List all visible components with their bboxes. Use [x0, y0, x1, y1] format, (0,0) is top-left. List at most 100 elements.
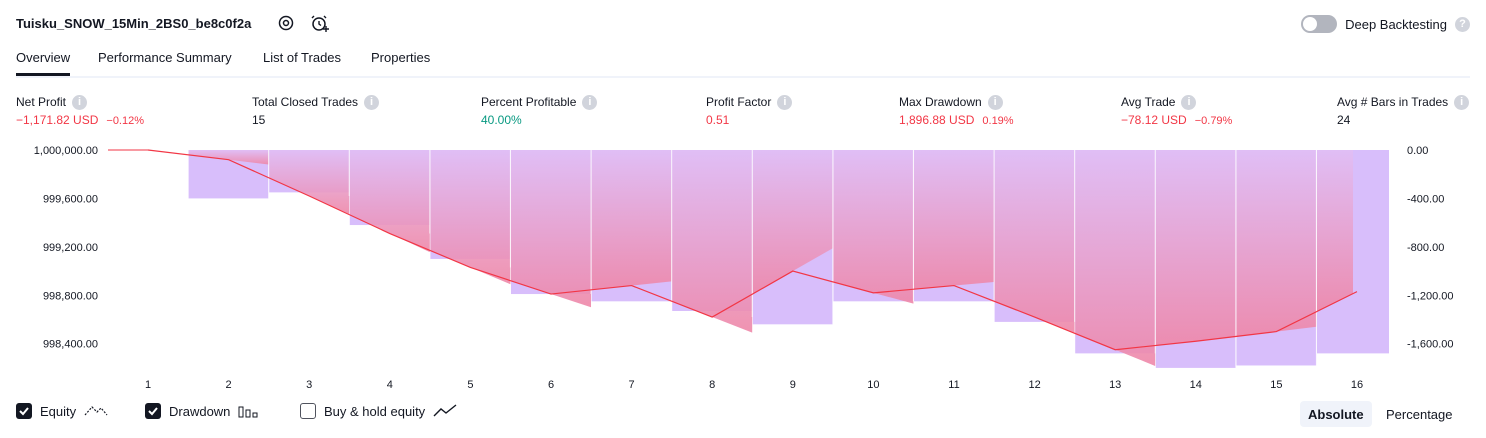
- right-axis: 0.00 -400.00 -800.00 -1,200.00 -1,600.00: [1407, 145, 1453, 351]
- metric-value: 1,896.88 USD: [899, 113, 975, 127]
- x-axis-tick-label: 11: [948, 379, 959, 391]
- equity-area-band: [269, 150, 350, 215]
- settings-gear-icon[interactable]: [276, 13, 296, 33]
- line-chart-icon: [433, 404, 457, 417]
- info-icon[interactable]: i: [777, 94, 793, 110]
- percentage-button[interactable]: Percentage: [1386, 406, 1453, 422]
- equity-area-band: [591, 150, 672, 290]
- left-axis-tick-label: 998,400.00: [43, 339, 98, 351]
- x-axis-tick-label: 8: [709, 379, 715, 391]
- metric-label: Total Closed Trades: [252, 95, 359, 109]
- strategy-title: Tuisku_SNOW_15Min_2BS0_be8c0f2a: [16, 16, 252, 31]
- x-axis-tick-label: 13: [1109, 379, 1121, 391]
- metric-value: −78.12 USD: [1121, 113, 1187, 127]
- toggle-knob: [1303, 17, 1318, 31]
- left-axis-tick-label: 1,000,000.00: [34, 145, 98, 157]
- metric-avg-bars: Avg # Bars in Trades i 24: [1337, 94, 1470, 129]
- tab-properties[interactable]: Properties: [371, 50, 431, 65]
- legend-buy-hold[interactable]: Buy & hold equity: [300, 403, 457, 419]
- x-axis-tick-label: 16: [1351, 379, 1363, 391]
- x-axis-tick-label: 1: [145, 379, 151, 391]
- left-axis-tick-label: 999,200.00: [43, 242, 98, 254]
- left-axis-tick-label: 999,600.00: [43, 193, 98, 205]
- left-axis-tick-label: 998,800.00: [43, 290, 98, 302]
- equity-area-band: [833, 150, 914, 304]
- tab-overview[interactable]: Overview: [16, 50, 71, 76]
- metric-avg-trade: Avg Trade i −78.12 USD −0.79%: [1121, 94, 1232, 129]
- metric-label: Net Profit: [16, 95, 67, 109]
- metric-percent: −0.79%: [1194, 115, 1233, 127]
- x-axis-tick-label: 5: [467, 379, 473, 391]
- x-axis-tick-label: 9: [790, 379, 796, 391]
- equity-checkbox[interactable]: [16, 403, 32, 419]
- equity-area-band: [1317, 150, 1353, 312]
- metrics-row: Net Profit i −1,171.82 USD −0.12% Total Cl…: [16, 94, 1470, 130]
- left-axis: 1,000,000.00 999,600.00 999,200.00 998,800.…: [34, 145, 98, 351]
- right-axis-tick-label: -1,200.00: [1407, 290, 1453, 302]
- info-icon[interactable]: i: [987, 94, 1003, 110]
- metric-label: Max Drawdown: [899, 95, 982, 109]
- tab-list-of-trades[interactable]: List of Trades: [263, 50, 342, 65]
- right-axis-tick-label: -800.00: [1407, 242, 1444, 254]
- right-axis-tick-label: -1,600.00: [1407, 339, 1453, 351]
- legend-label: Buy & hold equity: [324, 403, 426, 419]
- x-axis-tick-label: 10: [867, 379, 879, 391]
- x-axis-tick-label: 7: [629, 379, 635, 391]
- info-icon[interactable]: i: [364, 94, 380, 110]
- x-axis-tick-label: 15: [1270, 379, 1282, 391]
- equity-drawdown-chart[interactable]: 1,000,000.00 999,600.00 999,200.00 998,800.…: [0, 140, 1486, 396]
- metric-profit-factor: Profit Factor i 0.51: [706, 94, 793, 129]
- metric-label: Avg # Bars in Trades: [1337, 95, 1449, 109]
- x-axis-tick-label: 2: [226, 379, 232, 391]
- drawdown-checkbox[interactable]: [145, 403, 161, 419]
- deep-backtesting-label: Deep Backtesting: [1345, 16, 1447, 32]
- report-header: Tuisku_SNOW_15Min_2BS0_be8c0f2a Deep Bac…: [16, 10, 1470, 38]
- add-alert-icon[interactable]: [310, 13, 330, 33]
- buy-hold-checkbox[interactable]: [300, 403, 316, 419]
- equity-area: [188, 150, 1353, 366]
- tab-performance-summary[interactable]: Performance Summary: [98, 50, 232, 65]
- info-icon[interactable]: i: [1454, 94, 1470, 110]
- info-icon[interactable]: i: [72, 94, 88, 110]
- equity-line: [147, 149, 1358, 351]
- info-icon[interactable]: i: [582, 94, 598, 110]
- report-tabs: Overview Performance Summary List of Tra…: [16, 48, 1470, 78]
- equity-area-band: [914, 150, 994, 290]
- equity-area-band: [994, 150, 1075, 333]
- equity-line-icon: [84, 406, 108, 416]
- x-axis: 1 2 3 4 5 6 7 8 9 10 11 12 13 14 15 16: [145, 379, 1363, 391]
- metric-value: 15: [252, 113, 266, 127]
- legend-equity[interactable]: Equity: [16, 403, 108, 419]
- equity-area-band: [1155, 150, 1236, 346]
- help-icon[interactable]: ?: [1455, 16, 1470, 32]
- x-axis-tick-label: 6: [548, 379, 554, 391]
- x-axis-tick-label: 14: [1190, 379, 1202, 391]
- metric-value: 0.51: [706, 113, 730, 127]
- x-axis-tick-label: 4: [387, 379, 393, 391]
- metric-percent-profitable: Percent Profitable i 40.00%: [481, 94, 598, 129]
- metric-max-drawdown: Max Drawdown i 1,896.88 USD 0.19%: [899, 94, 1014, 129]
- absolute-button[interactable]: Absolute: [1300, 401, 1372, 427]
- equity-area-band: [511, 150, 591, 308]
- equity-area-band: [752, 150, 833, 294]
- deep-backtesting-control: Deep Backtesting ?: [1301, 14, 1470, 34]
- legend-drawdown[interactable]: Drawdown: [145, 403, 260, 419]
- x-axis-tick-label: 3: [306, 379, 312, 391]
- metric-percent: 0.19%: [982, 115, 1014, 127]
- metric-label: Profit Factor: [706, 95, 772, 109]
- equity-area-band: [188, 150, 269, 165]
- metric-value: 40.00%: [481, 113, 522, 127]
- equity-area-band: [349, 150, 430, 253]
- info-icon[interactable]: i: [1181, 94, 1197, 110]
- deep-backtesting-toggle[interactable]: [1301, 15, 1338, 33]
- metric-percent: −0.12%: [106, 115, 145, 127]
- legend-label: Equity: [40, 403, 77, 419]
- right-axis-tick-label: 0.00: [1407, 145, 1428, 157]
- metric-label: Percent Profitable: [481, 95, 577, 109]
- equity-area-band: [672, 150, 753, 333]
- metric-value: −1,171.82 USD: [16, 113, 99, 127]
- trade-separators: [268, 150, 1317, 368]
- x-axis-tick-label: 12: [1028, 379, 1040, 391]
- metric-total-closed-trades: Total Closed Trades i 15: [252, 94, 380, 129]
- bar-chart-icon: [238, 406, 258, 418]
